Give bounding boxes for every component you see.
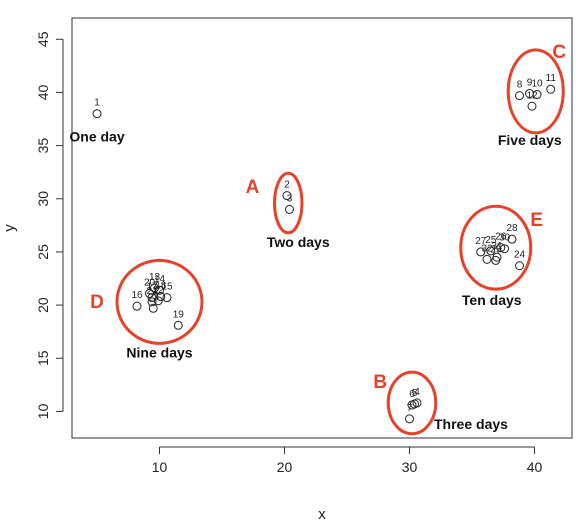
data-point-label: 28 [506,223,518,234]
data-point [145,288,154,298]
data-point-label: 5 [412,388,418,399]
data-point-label: 18 [155,281,167,292]
y-tick-label: 40 [35,84,51,100]
data-point-label: 23 [148,292,160,303]
cluster-label: Nine days [126,344,192,360]
data-point-label: 32 [481,243,493,254]
data-point-label: 15 [161,282,173,293]
data-point [156,292,166,302]
data-point [282,191,292,201]
y-tick-label: 25 [35,244,51,260]
cluster-ellipse [386,370,438,436]
data-point [507,234,517,244]
y-tick-label: 30 [35,191,51,207]
data-point-label: 14 [154,274,166,285]
data-point [148,303,158,313]
data-point-label: 22 [153,285,165,296]
data-point-label: 30 [499,233,511,244]
data-point-label: 7 [407,403,413,414]
data-point [546,84,556,94]
data-point [407,400,417,410]
data-point-label: 1 [94,98,100,109]
data-point-label: 2 [284,180,290,191]
data-point [162,293,172,303]
data-point [476,247,486,257]
data-point [92,109,102,119]
cluster-letter: A [246,177,260,198]
data-point-label: 21 [146,286,158,297]
y-tick-label: 20 [35,297,51,313]
x-tick-label: 30 [402,459,418,475]
data-point [515,91,524,101]
cluster-label: One day [69,129,124,145]
cluster-label: Ten days [462,292,522,308]
cluster-label: Five days [498,132,562,148]
data-point-label: 10 [531,79,543,90]
cluster-letter: E [530,210,543,231]
data-point [153,296,163,306]
data-point [527,101,537,111]
data-point-label: 9 [527,77,533,88]
cluster-letter: D [90,292,104,313]
data-point-label: 12 [526,90,538,101]
data-point-label: 17 [146,282,158,293]
data-point-label: 8 [517,80,523,91]
data-point-label: 25 [485,235,497,246]
data-point-label: 13 [149,272,161,283]
cluster-ellipse [115,258,204,345]
data-point [173,320,183,330]
data-point-label: 19 [173,309,185,320]
x-tick-label: 40 [527,459,543,475]
data-point [285,204,294,214]
y-tick-label: 15 [35,350,51,366]
data-point-label: 6 [409,389,415,400]
data-point [500,244,509,254]
data-point [492,252,502,262]
y-tick-label: 10 [35,403,51,419]
data-point [147,297,157,307]
x-axis-label: x [318,506,326,523]
data-point [405,414,414,424]
x-axis-ticks: 10 20 30 40 [152,446,543,475]
y-axis-ticks: 10 15 20 25 30 35 40 45 [35,31,64,419]
y-tick-label: 35 [35,138,51,154]
data-point [486,246,496,256]
x-tick-label: 20 [277,459,293,475]
cluster-letter: C [552,42,566,63]
cluster-ellipse [459,204,533,291]
data-point-label: 4 [414,387,420,398]
plot-frame [71,17,573,439]
data-point-label: 20 [144,277,156,288]
data-point-label: 11 [546,73,557,84]
x-tick-label: 10 [152,459,168,475]
data-point-label: 29 [490,244,502,255]
data-point [482,254,492,264]
cluster-ellipse [273,171,304,235]
cluster-annotations: One day A Two days B Three days C Five days D Ni… [69,42,566,436]
data-point-label: 27 [475,236,487,247]
data-point-label: 26 [495,232,507,243]
data-point [132,301,142,311]
cluster-label: Two days [267,234,330,250]
data-point-label: 16 [131,290,143,301]
cluster-label: Three days [434,416,508,432]
data-point [496,243,506,253]
data-point [515,261,524,271]
data-point [150,283,159,293]
cluster-letter: B [373,372,387,393]
data-point-label: 31 [491,241,503,252]
cluster-ellipse [506,48,565,135]
data-point [155,285,164,295]
data-point-label: 3 [287,193,293,204]
y-tick-label: 45 [35,31,51,47]
data-point-label: 24 [514,250,526,261]
data-point [532,90,542,100]
y-axis-label: y [1,224,18,232]
